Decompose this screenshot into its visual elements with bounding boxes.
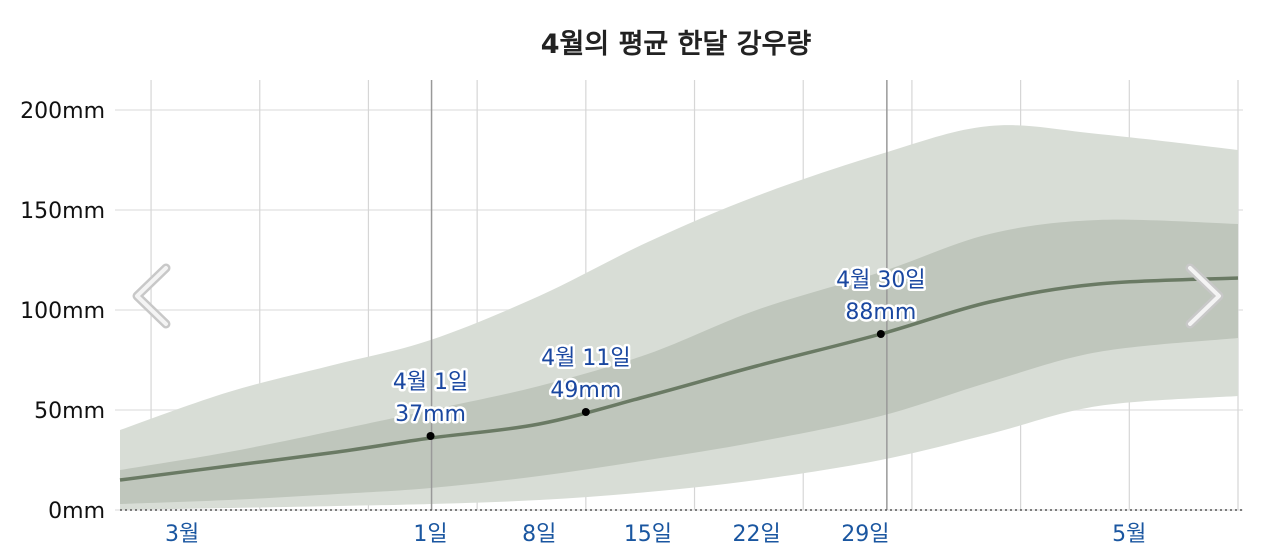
- band-25-75: [120, 219, 1238, 504]
- y-tick-label: 50mm: [34, 399, 105, 424]
- next-button[interactable]: [1185, 263, 1224, 329]
- annotation-date: 4월 1일: [393, 370, 468, 395]
- x-tick-label: 15일: [624, 522, 672, 547]
- x-tick-label: 3월: [165, 522, 199, 547]
- bands: [120, 125, 1238, 510]
- y-tick-label: 200mm: [20, 99, 105, 124]
- band-10-90: [120, 125, 1238, 510]
- x-tick-label: 29일: [841, 522, 889, 547]
- annotation-point: [426, 432, 435, 440]
- annotation-value: 37mm: [395, 402, 466, 427]
- prev-button[interactable]: [132, 263, 171, 329]
- annotation-point: [876, 330, 885, 338]
- annotation-date: 4월 30일: [836, 268, 925, 293]
- x-tick-label: 8일: [522, 522, 556, 547]
- x-axis: 3월 1일 8일 15일 22일 29일 5월: [165, 522, 1146, 547]
- y-tick-label: 150mm: [20, 199, 105, 224]
- x-tick-label: 1일: [413, 522, 447, 547]
- annotation-value: 49mm: [550, 378, 621, 403]
- x-tick-label: 5월: [1112, 522, 1146, 547]
- y-axis: 0mm 50mm 100mm 150mm 200mm: [20, 99, 105, 524]
- annotation-point: [581, 408, 590, 416]
- median-line: [119, 276, 1239, 482]
- annotation-date: 4월 11일: [541, 346, 630, 371]
- median: [119, 276, 1239, 482]
- y-tick-label: 100mm: [20, 299, 105, 324]
- annotations: 4월 1일 37mm 4월 11일 49mm 4월 30일 88mm: [390, 266, 928, 440]
- chart-title: 4월의 평균 한달 강우량: [541, 29, 812, 60]
- y-tick-label: 0mm: [48, 499, 105, 524]
- x-tick-label: 22일: [733, 522, 781, 547]
- annotation-value: 88mm: [845, 300, 916, 325]
